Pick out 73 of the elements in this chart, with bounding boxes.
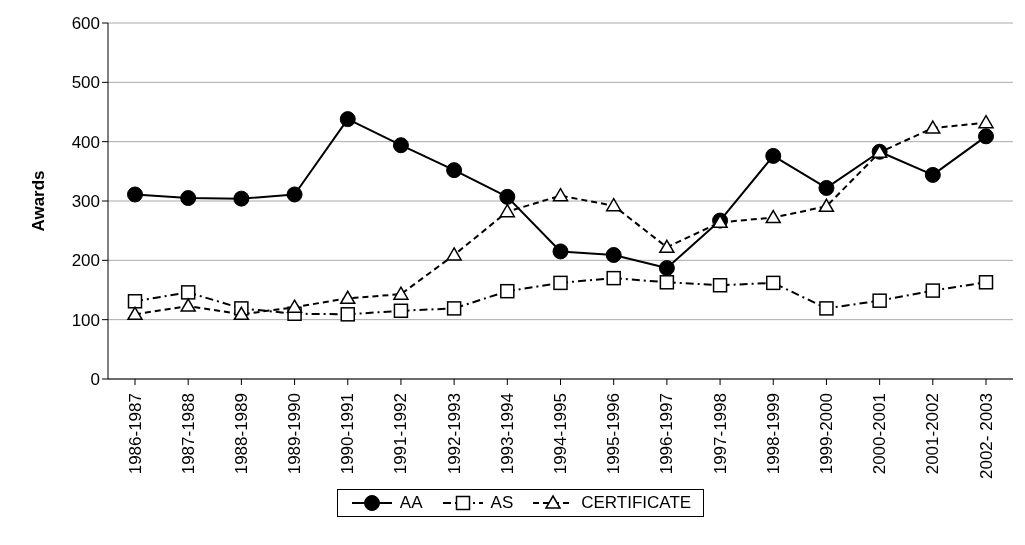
point [339,111,356,128]
x-tick-label: 1987-1988 [178,393,198,475]
x-tick-label: 1997-1998 [710,393,730,475]
point [393,303,409,319]
point [925,283,941,298]
point [978,128,994,145]
point [552,243,569,260]
point [765,209,781,224]
point [180,190,197,207]
y-tick-label: 100 [71,310,100,330]
x-tick-label: 1999-2000 [816,393,836,475]
point [233,306,250,321]
point [978,275,994,290]
point [605,198,622,212]
point [340,307,355,322]
x-tick-label: 1990-1991 [338,393,358,475]
point [286,299,303,313]
point [606,270,621,286]
point [286,186,303,203]
point [553,275,568,291]
x-tick-label: 1991-1992 [391,393,411,475]
x-tick-label: 2001-2002 [923,393,943,475]
y-tick-label: 200 [71,251,100,271]
point [392,137,409,154]
point [499,188,516,205]
point [127,294,143,309]
x-tick-label: 1994-1995 [551,393,570,475]
x-tick-label: 2002- 2003 [976,393,996,480]
point [605,246,622,263]
y-tick-label: 300 [71,192,100,212]
legend-label: AS [490,493,514,513]
point [712,278,728,293]
point [659,275,675,290]
point [659,239,675,254]
x-tick-label: 1995-1996 [604,393,624,475]
y-axis-title: Awards [29,170,49,232]
point [978,114,994,129]
legend-label: AA [399,493,423,513]
x-tick-label: 1993-1994 [497,393,517,475]
point [924,166,941,183]
point [127,306,143,321]
y-tick-label: 0 [90,370,100,390]
point [766,275,781,291]
y-tick-label: 400 [71,132,100,152]
point [552,187,569,202]
x-tick-label: 1998-1999 [763,393,783,475]
x-tick-label: 1996-1997 [657,393,677,475]
point [818,198,835,213]
point [180,285,196,300]
point [340,290,356,305]
y-tick-label: 500 [71,73,100,93]
point [233,190,250,207]
x-tick-label: 1986-1987 [125,393,145,475]
point [446,301,462,316]
y-tick-label: 600 [71,14,100,34]
point [658,260,675,277]
point [393,286,409,300]
point [500,283,515,299]
point [765,147,782,164]
x-tick-label: 2000-2001 [870,393,890,475]
point [819,301,834,316]
point [127,186,143,203]
point [446,247,462,261]
point [818,179,835,196]
point [925,120,941,134]
x-tick-label: 1989-1990 [285,393,305,475]
legend-label: CERTIFICATE [581,493,692,513]
x-tick-label: 1992-1993 [444,393,464,475]
point [499,203,516,218]
x-tick-label: 1988-1989 [231,393,251,475]
point [180,298,196,312]
point [446,162,463,179]
point [872,293,887,308]
